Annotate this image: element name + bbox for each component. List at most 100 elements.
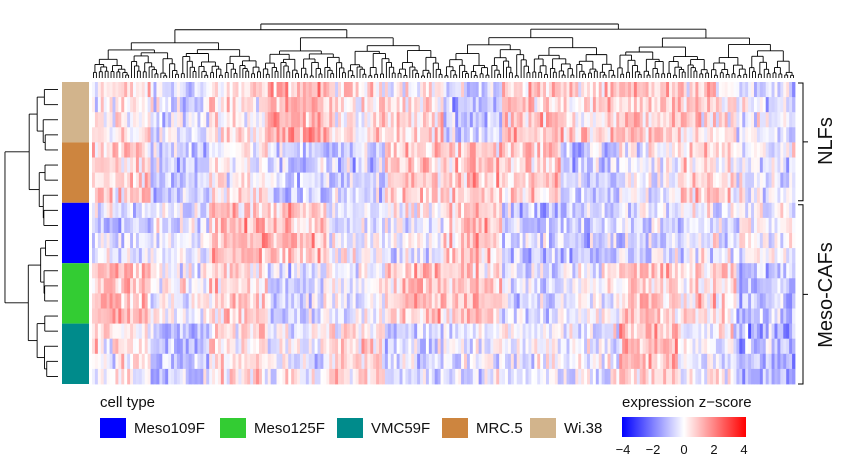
- heatmap-cell: [572, 293, 576, 309]
- heatmap-cell: [739, 82, 743, 98]
- heatmap-cell: [420, 97, 424, 113]
- heatmap-cell: [317, 263, 321, 279]
- heatmap-cell: [531, 97, 535, 113]
- heatmap-cell: [481, 172, 485, 189]
- heatmap-cell: [546, 97, 550, 113]
- heatmap-cell: [241, 338, 245, 355]
- heatmap-cell: [185, 263, 190, 279]
- heatmap-cell: [220, 308, 225, 324]
- heatmap-cell: [414, 217, 418, 234]
- heatmap-cell: [244, 142, 248, 158]
- heatmap-cell: [698, 293, 702, 309]
- heatmap-cell: [279, 112, 283, 128]
- heatmap-cell: [124, 248, 128, 264]
- heatmap-cell: [305, 263, 310, 279]
- heatmap-cell: [138, 127, 143, 143]
- heatmap-cell: [493, 293, 497, 309]
- heatmap-cell: [683, 263, 688, 279]
- heatmap-cell: [578, 202, 582, 219]
- heatmap-cell: [601, 233, 605, 249]
- heatmap-cell: [428, 172, 433, 189]
- heatmap-cell: [206, 233, 210, 249]
- heatmap-cell: [466, 323, 471, 340]
- heatmap-cell: [528, 202, 532, 219]
- heatmap-cell: [581, 217, 585, 234]
- heatmap-cell: [355, 142, 359, 158]
- heatmap-cell: [212, 293, 216, 309]
- heatmap-cell: [528, 293, 532, 309]
- heatmap-cell: [669, 217, 673, 234]
- heatmap-cell: [373, 142, 377, 158]
- heatmap-cell: [179, 172, 184, 189]
- heatmap-cell: [786, 233, 790, 249]
- heatmap-cell: [490, 97, 494, 113]
- heatmap-cell: [127, 323, 131, 340]
- heatmap-cell: [578, 187, 582, 204]
- heatmap-cell: [144, 263, 149, 279]
- heatmap-cell: [449, 112, 453, 128]
- heatmap-cell: [197, 308, 201, 324]
- heatmap-cell: [273, 293, 277, 309]
- heatmap-cell: [294, 172, 298, 189]
- heatmap-cell: [109, 248, 113, 264]
- heatmap-cell: [660, 233, 664, 249]
- heatmap-cell: [455, 157, 459, 173]
- heatmap-cell: [121, 157, 125, 173]
- heatmap-cell: [789, 308, 793, 324]
- heatmap-cell: [531, 233, 535, 249]
- heatmap-cell: [622, 217, 626, 234]
- heatmap-cell: [581, 127, 585, 143]
- heatmap-cell: [598, 142, 603, 158]
- heatmap-cell: [279, 233, 283, 249]
- heatmap-cell: [179, 112, 184, 128]
- heatmap-cell: [106, 97, 110, 113]
- heatmap-cell: [505, 142, 509, 158]
- heatmap-cell: [226, 323, 231, 340]
- heatmap-cell: [595, 308, 600, 324]
- heatmap-cell: [727, 323, 731, 340]
- heatmap-cell: [370, 293, 374, 309]
- heatmap-cell: [396, 187, 400, 204]
- heatmap-cell: [707, 278, 711, 294]
- heatmap-cell: [531, 127, 535, 143]
- heatmap-cell: [115, 217, 119, 234]
- heatmap-cell: [226, 127, 231, 143]
- heatmap-cell: [686, 97, 690, 113]
- heatmap-cell: [525, 233, 529, 249]
- heatmap-cell: [346, 127, 351, 143]
- heatmap-cell: [323, 112, 327, 128]
- heatmap-cell: [472, 278, 477, 294]
- heatmap-cell: [396, 172, 400, 189]
- heatmap-cell: [510, 233, 515, 249]
- heatmap-cell: [674, 82, 679, 98]
- heatmap-cell: [762, 112, 767, 128]
- heatmap-cell: [411, 112, 415, 128]
- heatmap-cell: [748, 82, 752, 98]
- heatmap-cell: [100, 202, 105, 219]
- heatmap-cell: [622, 142, 626, 158]
- heatmap-cell: [191, 142, 195, 158]
- heatmap-cell: [496, 323, 500, 340]
- heatmap-cell: [715, 278, 720, 294]
- heatmap-cell: [777, 157, 781, 173]
- heatmap-cell: [176, 187, 181, 204]
- heatmap-cell: [639, 248, 644, 264]
- heatmap-cell: [692, 97, 696, 113]
- heatmap-cell: [185, 278, 190, 294]
- heatmap-cell: [510, 82, 515, 98]
- heatmap-cell: [443, 323, 447, 340]
- heatmap-cell: [531, 157, 535, 173]
- heatmap-cell: [446, 308, 450, 324]
- heatmap-cell: [162, 278, 166, 294]
- heatmap-cell: [592, 187, 597, 204]
- heatmap-cell: [420, 112, 424, 128]
- heatmap-cell: [302, 172, 307, 189]
- heatmap-cell: [578, 172, 582, 189]
- heatmap-cell: [212, 338, 216, 355]
- heatmap-cell: [557, 293, 562, 309]
- heatmap-cell: [522, 112, 526, 128]
- heatmap-cell: [546, 82, 550, 98]
- heatmap-cell: [531, 323, 535, 340]
- heatmap-cell: [496, 263, 500, 279]
